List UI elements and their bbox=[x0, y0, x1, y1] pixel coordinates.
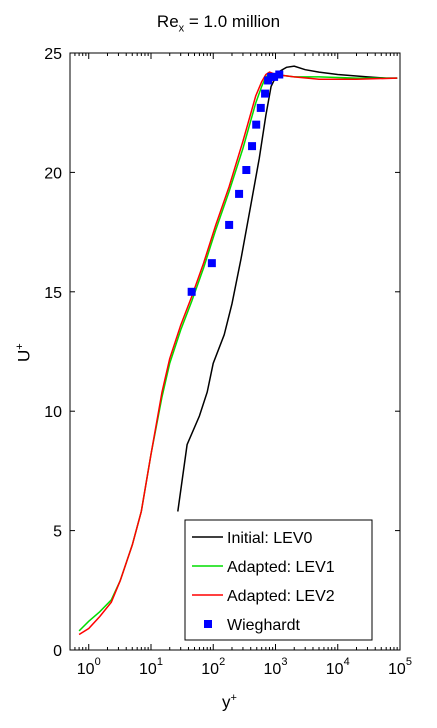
legend-adapted-lev2-label: Adapted: LEV2 bbox=[227, 588, 335, 605]
series-wieghardt-marker bbox=[235, 189, 244, 198]
series-wieghardt-marker bbox=[252, 120, 261, 129]
y-tick-label: 25 bbox=[44, 46, 62, 63]
series-wieghardt-marker bbox=[270, 72, 279, 81]
chart-title: Rex = 1.0 million bbox=[156, 12, 281, 35]
y-tick-label: 5 bbox=[53, 524, 62, 541]
series-initial-lev0-line bbox=[177, 65, 398, 512]
legend-initial-lev0-label: Initial: LEV0 bbox=[227, 530, 312, 547]
series-wieghardt-marker bbox=[248, 142, 257, 151]
legend-wieghardt-label: Wieghardt bbox=[227, 617, 300, 634]
series-wieghardt-marker bbox=[242, 166, 251, 175]
y-tick-label: 10 bbox=[44, 404, 62, 421]
x-axis-label: y+ bbox=[222, 692, 237, 712]
series-wieghardt-marker bbox=[207, 259, 216, 268]
x-tick-label: 104 bbox=[326, 656, 350, 678]
series-wieghardt-marker bbox=[275, 70, 284, 79]
series-wieghardt-marker bbox=[261, 89, 270, 98]
series-wieghardt-marker bbox=[225, 220, 234, 229]
x-tick-label: 101 bbox=[139, 656, 163, 678]
x-tick-label: 102 bbox=[201, 656, 225, 678]
legend-adapted-lev1-label: Adapted: LEV1 bbox=[227, 559, 335, 576]
x-tick-label: 103 bbox=[264, 656, 288, 678]
series-wieghardt-marker bbox=[187, 287, 196, 296]
x-tick-label: 105 bbox=[388, 656, 412, 678]
series-wieghardt-marker bbox=[256, 103, 265, 112]
y-tick-label: 20 bbox=[44, 165, 62, 182]
legend-box bbox=[184, 519, 373, 641]
y-tick-label: 0 bbox=[53, 643, 62, 660]
x-tick-label: 100 bbox=[77, 656, 101, 678]
y-tick-label: 15 bbox=[44, 285, 62, 302]
legend-wieghardt-swatch bbox=[204, 620, 212, 628]
